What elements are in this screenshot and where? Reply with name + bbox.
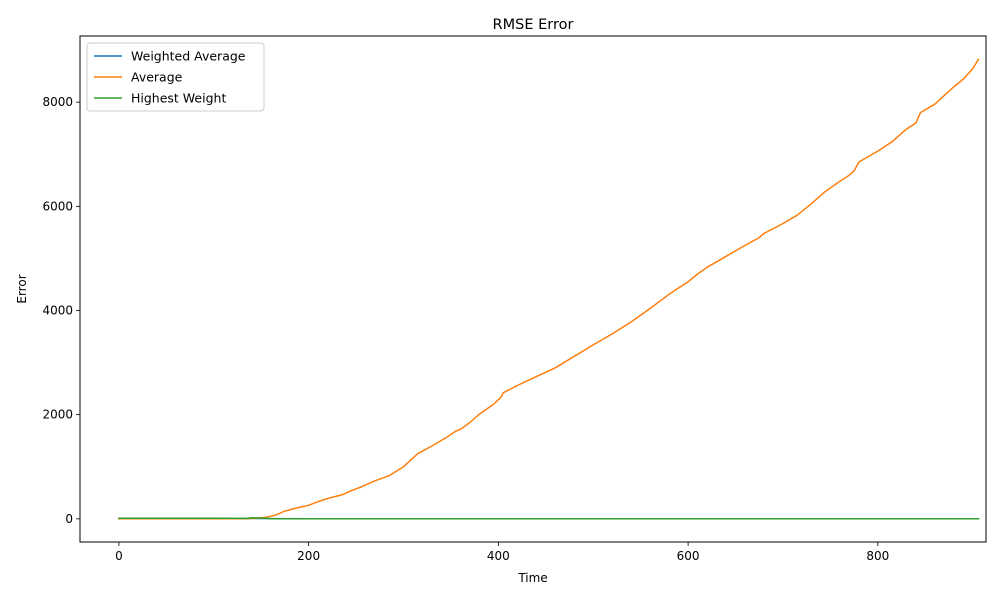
series-line-highest-weight <box>118 517 980 520</box>
x-tick-label: 200 <box>297 549 320 563</box>
legend: Weighted Average Average Highest Weight <box>86 42 265 112</box>
x-axis-label: Time <box>517 571 547 585</box>
legend-label: Highest Weight <box>131 91 226 106</box>
legend-label: Weighted Average <box>131 49 246 64</box>
x-axis-ticks: 0 200 400 600 800 <box>115 542 889 563</box>
legend-label: Average <box>131 70 183 85</box>
y-tick-label: 4000 <box>42 303 73 317</box>
y-tick-label: 6000 <box>42 199 73 213</box>
plot-lines <box>118 58 980 520</box>
y-axis-ticks: 0 2000 4000 6000 8000 <box>42 95 80 526</box>
x-tick-label: 600 <box>677 549 700 563</box>
chart-title: RMSE Error <box>493 17 574 33</box>
legend-box <box>86 42 265 112</box>
x-tick-label: 400 <box>487 549 510 563</box>
x-tick-label: 0 <box>115 549 123 563</box>
series-line-average <box>118 58 980 520</box>
y-axis-label: Error <box>15 274 29 303</box>
y-tick-label: 0 <box>65 512 73 526</box>
plot-frame <box>79 35 987 543</box>
y-tick-label: 8000 <box>42 95 73 109</box>
x-tick-label: 800 <box>866 549 889 563</box>
y-tick-label: 2000 <box>42 408 73 422</box>
